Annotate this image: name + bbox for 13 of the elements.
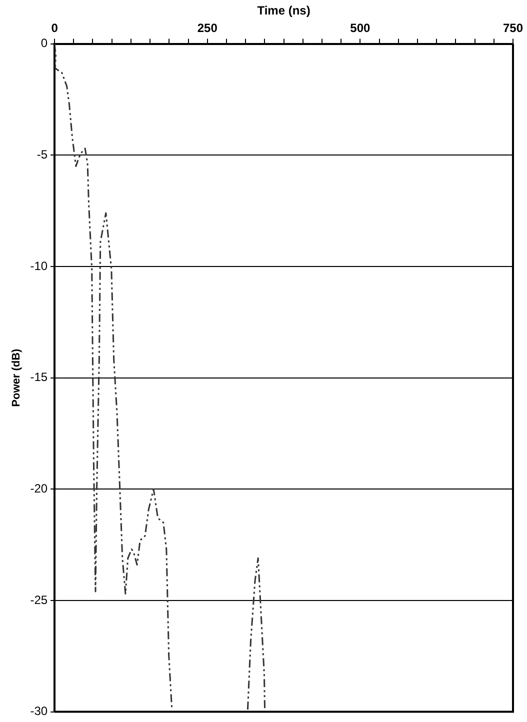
- y-tick-label: -10: [30, 258, 48, 273]
- y-tick-label: -5: [36, 147, 48, 162]
- y-tick-label: -30: [30, 704, 48, 718]
- x-tick-label: 500: [350, 20, 371, 35]
- x-tick-label: 0: [51, 20, 58, 35]
- x-axis-title: Time (ns): [257, 4, 310, 18]
- x-tick-label: 250: [197, 20, 218, 35]
- y-tick-label: 0: [40, 36, 48, 50]
- y-tick-label: -25: [30, 592, 48, 607]
- y-tick-label: -15: [30, 370, 48, 384]
- x-tick-label: 750: [502, 20, 524, 35]
- y-axis-title: Power (dB): [10, 348, 23, 407]
- y-tick-label: -20: [30, 481, 48, 496]
